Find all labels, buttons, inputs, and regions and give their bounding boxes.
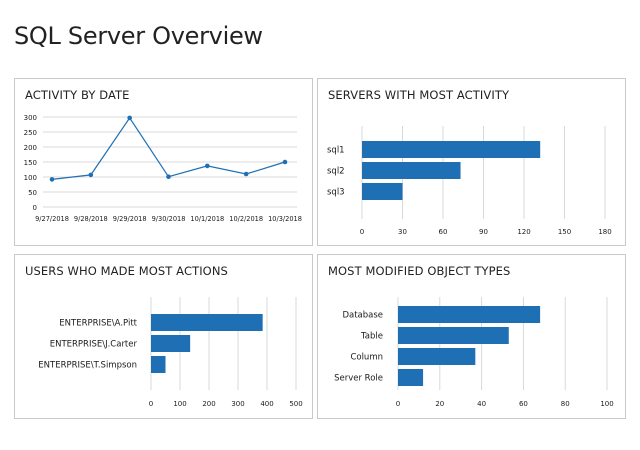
bar — [151, 335, 191, 352]
object-types-panel: MOST MODIFIED OBJECT TYPES 0 20 40 60 80 100 D… — [317, 254, 626, 419]
category-label: Column — [350, 353, 383, 363]
y-tick-label: 50 — [28, 189, 37, 197]
bar — [362, 183, 403, 200]
x-tick-label: 180 — [598, 228, 611, 236]
category-label: ENTERPRISE\T.Simpson — [38, 361, 137, 371]
bar — [151, 356, 166, 373]
data-point — [127, 115, 132, 121]
bar — [362, 141, 541, 158]
x-tick-label: 500 — [289, 400, 302, 408]
category-label: ENTERPRISE\A.Pitt — [59, 319, 137, 329]
x-tick-label: 300 — [231, 400, 244, 408]
category-label: Table — [360, 332, 383, 342]
x-tick-label: 100 — [600, 400, 613, 408]
x-tick-label: 200 — [202, 400, 215, 408]
y-tick-label: 200 — [24, 144, 37, 152]
x-tick-label: 9/28/2018 — [74, 215, 108, 223]
x-tick-label: 9/29/2018 — [113, 215, 147, 223]
activity-by-date-title: ACTIVITY BY DATE — [25, 88, 130, 102]
x-tick-label: 10/3/2018 — [268, 215, 302, 223]
category-label: ENTERPRISE\J.Carter — [50, 340, 138, 350]
y-tick-label: 100 — [24, 174, 37, 182]
activity-by-date-panel: ACTIVITY BY DATE 0 50 100 150 200 250 300 9/27/… — [14, 78, 313, 246]
category-label: sql2 — [327, 167, 345, 177]
y-tick-label: 250 — [24, 129, 37, 137]
x-tick-label: 0 — [396, 400, 400, 408]
bar — [151, 314, 263, 331]
x-tick-label: 9/30/2018 — [152, 215, 186, 223]
x-tick-label: 400 — [260, 400, 273, 408]
x-tick-label: 90 — [479, 228, 488, 236]
object-types-title: MOST MODIFIED OBJECT TYPES — [328, 264, 511, 278]
category-label: Server Role — [334, 374, 383, 384]
bar — [398, 306, 541, 323]
x-tick-label: 40 — [477, 400, 486, 408]
activity-by-date-chart: 0 50 100 150 200 250 300 9/27/2018 9/28/2018 9/29… — [24, 114, 302, 223]
x-tick-label: 60 — [439, 228, 448, 236]
x-tick-label: 120 — [517, 228, 530, 236]
data-point — [282, 159, 288, 165]
users-actions-chart: 0 100 200 300 400 500 ENTERPRISE\A.Pitt ENTERPR… — [38, 297, 303, 408]
category-label: Database — [342, 311, 383, 321]
bar — [398, 327, 509, 344]
x-tick-label: 30 — [398, 228, 407, 236]
category-label: sql3 — [327, 188, 345, 198]
data-point — [49, 177, 55, 182]
x-tick-label: 0 — [360, 228, 364, 236]
servers-activity-chart: 0 30 60 90 120 150 180 sql1 sql2 sql3 — [327, 126, 612, 236]
x-tick-label: 100 — [173, 400, 186, 408]
servers-activity-panel: SERVERS WITH MOST ACTIVITY 0 30 60 90 120 150… — [317, 78, 626, 246]
y-tick-label: 300 — [24, 114, 37, 122]
x-tick-label: 20 — [435, 400, 444, 408]
servers-activity-title: SERVERS WITH MOST ACTIVITY — [328, 88, 510, 102]
bar — [362, 162, 461, 179]
x-tick-label: 9/27/2018 — [35, 215, 69, 223]
y-tick-label: 150 — [24, 159, 37, 167]
x-tick-label: 10/2/2018 — [229, 215, 263, 223]
users-actions-title: USERS WHO MADE MOST ACTIONS — [25, 264, 228, 278]
bar — [398, 369, 424, 386]
users-actions-panel: USERS WHO MADE MOST ACTIONS 0 100 200 300 40… — [14, 254, 313, 419]
data-point — [243, 171, 249, 177]
x-tick-label: 150 — [558, 228, 571, 236]
category-label: sql1 — [327, 146, 345, 156]
data-point — [205, 163, 210, 169]
bar — [398, 348, 476, 365]
x-tick-label: 0 — [149, 400, 153, 408]
x-tick-label: 80 — [561, 400, 570, 408]
y-tick-label: 0 — [33, 204, 37, 212]
object-types-chart: 0 20 40 60 80 100 Database Table Column Server Ro… — [334, 297, 614, 408]
series-line — [51, 116, 286, 180]
x-tick-label: 60 — [519, 400, 528, 408]
data-point — [166, 174, 171, 179]
x-tick-label: 10/1/2018 — [190, 215, 224, 223]
page-title: SQL Server Overview — [14, 22, 263, 50]
data-point — [88, 172, 94, 178]
